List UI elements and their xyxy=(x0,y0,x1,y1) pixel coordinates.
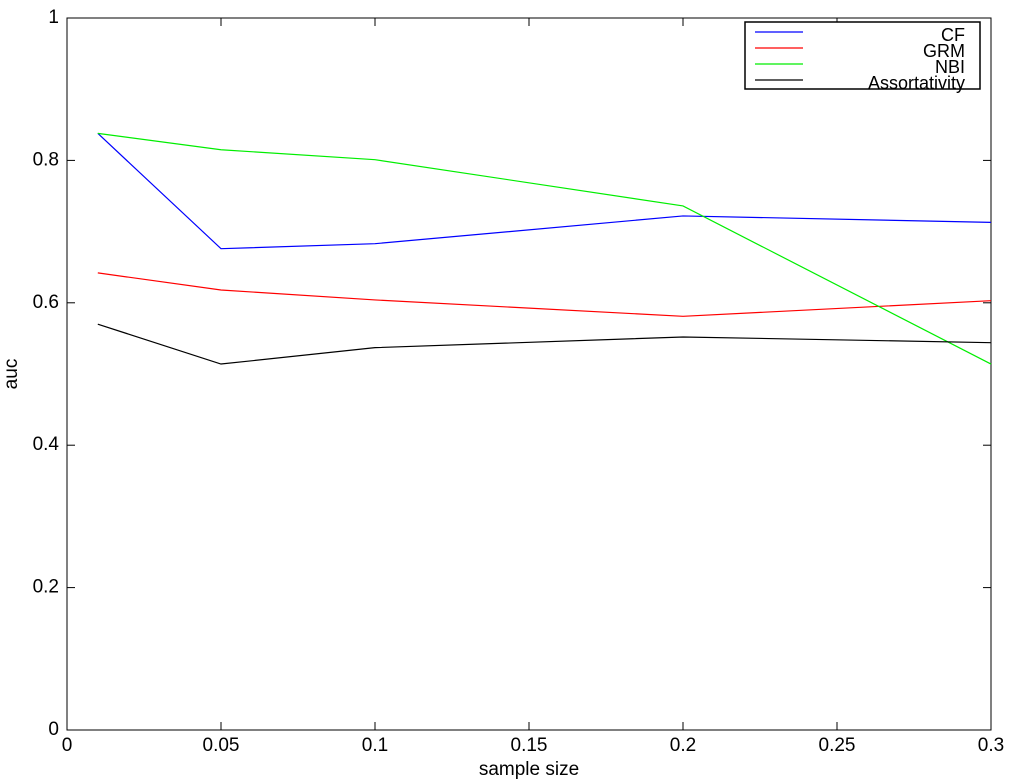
x-tick-label: 0.05 xyxy=(203,735,240,756)
data-line xyxy=(97,323,992,365)
x-tick-label: 0.2 xyxy=(670,735,696,756)
legend-box xyxy=(744,21,981,90)
y-tick-label: 0.8 xyxy=(33,149,59,170)
y-tick-label: 0.2 xyxy=(33,577,59,598)
x-tick-label: 0.15 xyxy=(511,735,548,756)
legend-label: NBI xyxy=(935,57,965,77)
x-axis-label: sample size xyxy=(479,759,579,780)
y-tick-label: 0.4 xyxy=(33,434,60,455)
legend-label: Assortativity xyxy=(868,73,965,93)
x-tick-label: 0.25 xyxy=(819,735,856,756)
data-line xyxy=(97,132,992,365)
y-tick-label: 0.6 xyxy=(33,292,59,313)
data-line xyxy=(97,272,992,317)
x-tick-label: 0.3 xyxy=(978,735,1004,756)
x-tick-label: 0.1 xyxy=(362,735,388,756)
legend-label: CF xyxy=(941,25,965,45)
x-tick-label: 0 xyxy=(62,735,73,756)
legend-label: GRM xyxy=(923,41,965,61)
y-axis-label: auc xyxy=(1,359,22,390)
y-tick-label: 0 xyxy=(48,719,59,740)
y-tick-label: 1 xyxy=(48,7,59,28)
plot-frame xyxy=(66,17,992,731)
data-line xyxy=(97,132,992,250)
